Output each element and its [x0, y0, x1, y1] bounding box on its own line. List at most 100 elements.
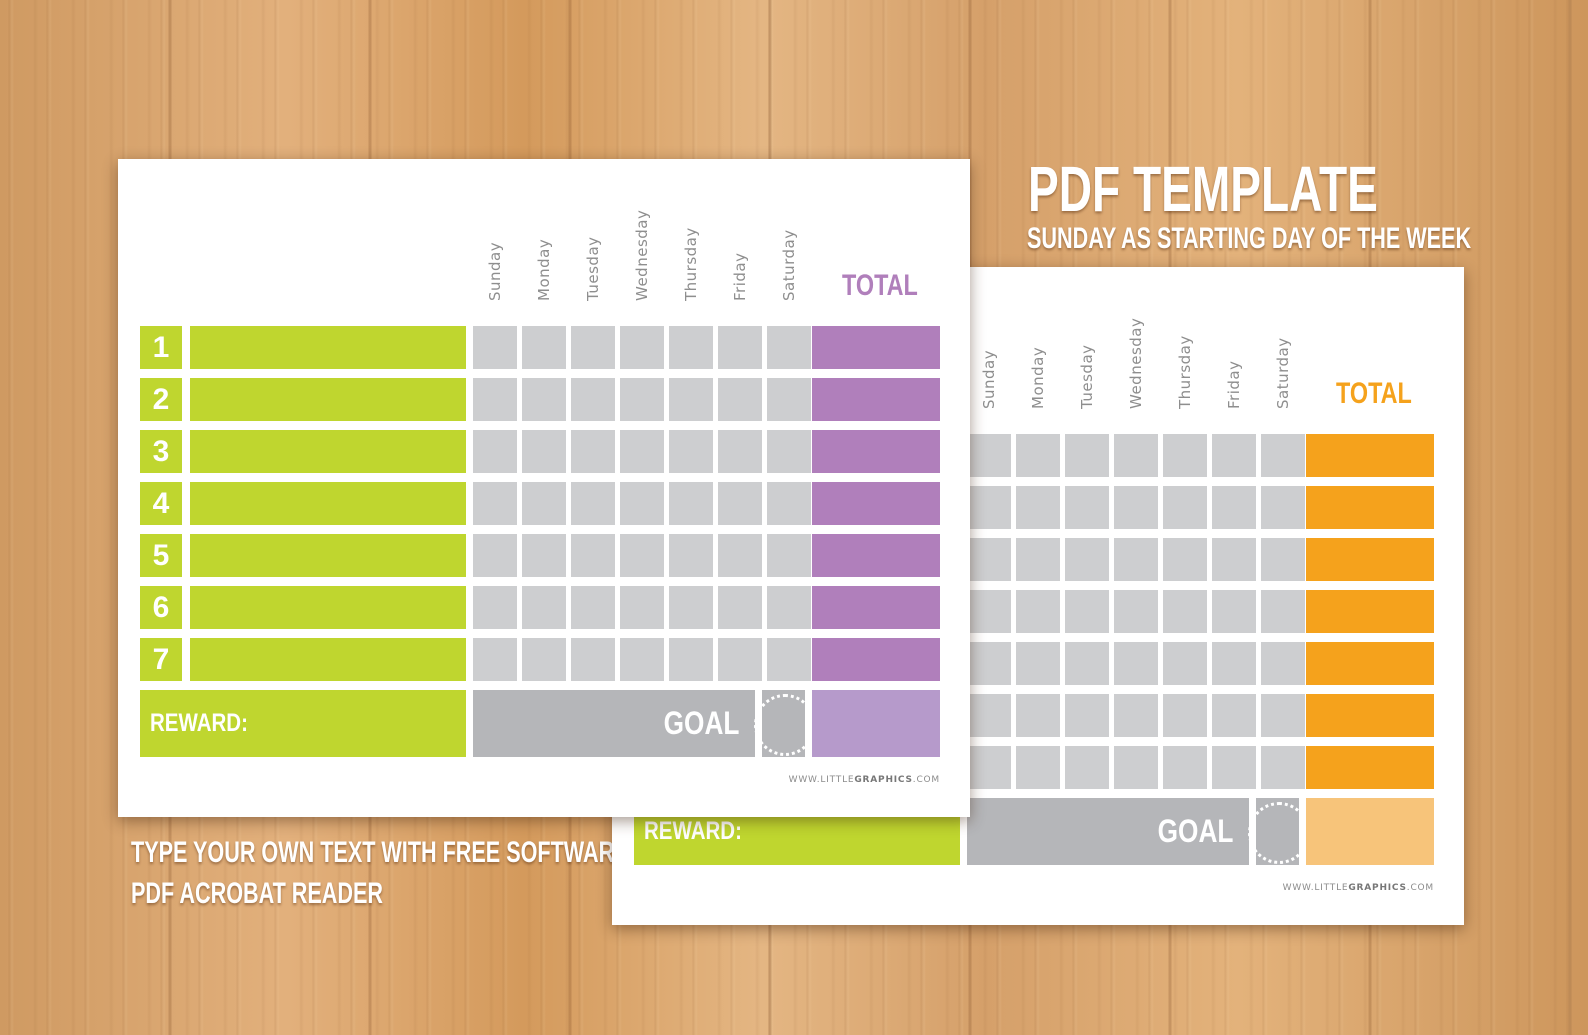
- day-cell-r4-sunday[interactable]: [473, 482, 517, 525]
- day-cell-r3-saturday[interactable]: [1261, 538, 1305, 581]
- day-cell-r3-thursday[interactable]: [669, 430, 713, 473]
- day-cell-r2-monday[interactable]: [1016, 486, 1060, 529]
- day-cell-r1-tuesday[interactable]: [1065, 434, 1109, 477]
- day-cell-r7-tuesday[interactable]: [1065, 746, 1109, 789]
- day-cell-r5-saturday[interactable]: [767, 534, 811, 577]
- day-cell-r3-sunday[interactable]: [473, 430, 517, 473]
- total-cell-3[interactable]: [1306, 538, 1434, 581]
- total-cell-2[interactable]: [1306, 486, 1434, 529]
- day-cell-r2-monday[interactable]: [522, 378, 566, 421]
- day-cell-r7-friday[interactable]: [718, 638, 762, 681]
- total-cell-2[interactable]: [812, 378, 940, 421]
- day-cell-r1-thursday[interactable]: [1163, 434, 1207, 477]
- day-cell-r4-tuesday[interactable]: [571, 482, 615, 525]
- day-cell-r1-monday[interactable]: [522, 326, 566, 369]
- day-cell-r2-saturday[interactable]: [1261, 486, 1305, 529]
- day-cell-r6-sunday[interactable]: [967, 694, 1011, 737]
- day-cell-r6-thursday[interactable]: [669, 586, 713, 629]
- day-cell-r6-saturday[interactable]: [767, 586, 811, 629]
- day-cell-r6-thursday[interactable]: [1163, 694, 1207, 737]
- day-cell-r3-tuesday[interactable]: [571, 430, 615, 473]
- day-cell-r7-wednesday[interactable]: [620, 638, 664, 681]
- day-cell-r4-tuesday[interactable]: [1065, 590, 1109, 633]
- day-cell-r1-sunday[interactable]: [473, 326, 517, 369]
- day-cell-r6-tuesday[interactable]: [571, 586, 615, 629]
- day-cell-r4-saturday[interactable]: [1261, 590, 1305, 633]
- day-cell-r7-wednesday[interactable]: [1114, 746, 1158, 789]
- task-field-5[interactable]: [190, 534, 466, 577]
- task-field-2[interactable]: [190, 378, 466, 421]
- day-cell-r7-tuesday[interactable]: [571, 638, 615, 681]
- day-cell-r6-tuesday[interactable]: [1065, 694, 1109, 737]
- total-cell-3[interactable]: [812, 430, 940, 473]
- total-cell-7[interactable]: [1306, 746, 1434, 789]
- day-cell-r3-friday[interactable]: [718, 430, 762, 473]
- day-cell-r1-friday[interactable]: [1212, 434, 1256, 477]
- day-cell-r2-wednesday[interactable]: [620, 378, 664, 421]
- day-cell-r1-tuesday[interactable]: [571, 326, 615, 369]
- day-cell-r3-friday[interactable]: [1212, 538, 1256, 581]
- day-cell-r3-monday[interactable]: [522, 430, 566, 473]
- total-cell-4[interactable]: [812, 482, 940, 525]
- reward-field[interactable]: REWARD:: [140, 690, 466, 757]
- day-cell-r7-thursday[interactable]: [1163, 746, 1207, 789]
- task-field-3[interactable]: [190, 430, 466, 473]
- day-cell-r4-saturday[interactable]: [767, 482, 811, 525]
- day-cell-r2-friday[interactable]: [1212, 486, 1256, 529]
- day-cell-r5-thursday[interactable]: [669, 534, 713, 577]
- day-cell-r4-sunday[interactable]: [967, 590, 1011, 633]
- day-cell-r7-sunday[interactable]: [473, 638, 517, 681]
- day-cell-r5-thursday[interactable]: [1163, 642, 1207, 685]
- day-cell-r2-thursday[interactable]: [1163, 486, 1207, 529]
- day-cell-r5-saturday[interactable]: [1261, 642, 1305, 685]
- total-cell-5[interactable]: [812, 534, 940, 577]
- day-cell-r3-thursday[interactable]: [1163, 538, 1207, 581]
- day-cell-r3-monday[interactable]: [1016, 538, 1060, 581]
- day-cell-r1-sunday[interactable]: [967, 434, 1011, 477]
- day-cell-r3-sunday[interactable]: [967, 538, 1011, 581]
- total-cell-5[interactable]: [1306, 642, 1434, 685]
- task-field-7[interactable]: [190, 638, 466, 681]
- total-cell-6[interactable]: [1306, 694, 1434, 737]
- day-cell-r1-friday[interactable]: [718, 326, 762, 369]
- day-cell-r1-monday[interactable]: [1016, 434, 1060, 477]
- day-cell-r4-thursday[interactable]: [669, 482, 713, 525]
- day-cell-r1-wednesday[interactable]: [620, 326, 664, 369]
- day-cell-r6-wednesday[interactable]: [1114, 694, 1158, 737]
- day-cell-r4-friday[interactable]: [718, 482, 762, 525]
- day-cell-r1-saturday[interactable]: [767, 326, 811, 369]
- day-cell-r4-monday[interactable]: [522, 482, 566, 525]
- task-field-1[interactable]: [190, 326, 466, 369]
- total-cell-7[interactable]: [812, 638, 940, 681]
- day-cell-r7-sunday[interactable]: [967, 746, 1011, 789]
- day-cell-r5-monday[interactable]: [1016, 642, 1060, 685]
- day-cell-r2-saturday[interactable]: [767, 378, 811, 421]
- day-cell-r5-friday[interactable]: [718, 534, 762, 577]
- day-cell-r4-thursday[interactable]: [1163, 590, 1207, 633]
- day-cell-r2-thursday[interactable]: [669, 378, 713, 421]
- day-cell-r2-friday[interactable]: [718, 378, 762, 421]
- total-cell-1[interactable]: [1306, 434, 1434, 477]
- day-cell-r7-saturday[interactable]: [767, 638, 811, 681]
- day-cell-r5-friday[interactable]: [1212, 642, 1256, 685]
- day-cell-r5-tuesday[interactable]: [1065, 642, 1109, 685]
- day-cell-r7-friday[interactable]: [1212, 746, 1256, 789]
- day-cell-r7-saturday[interactable]: [1261, 746, 1305, 789]
- goal-value-box[interactable]: [753, 690, 816, 757]
- day-cell-r2-wednesday[interactable]: [1114, 486, 1158, 529]
- day-cell-r3-wednesday[interactable]: [1114, 538, 1158, 581]
- day-cell-r1-thursday[interactable]: [669, 326, 713, 369]
- task-field-4[interactable]: [190, 482, 466, 525]
- day-cell-r1-wednesday[interactable]: [1114, 434, 1158, 477]
- day-cell-r6-wednesday[interactable]: [620, 586, 664, 629]
- day-cell-r6-monday[interactable]: [1016, 694, 1060, 737]
- task-field-6[interactable]: [190, 586, 466, 629]
- day-cell-r5-sunday[interactable]: [473, 534, 517, 577]
- day-cell-r7-monday[interactable]: [522, 638, 566, 681]
- goal-value-box[interactable]: [1247, 798, 1310, 865]
- day-cell-r2-sunday[interactable]: [473, 378, 517, 421]
- day-cell-r5-wednesday[interactable]: [1114, 642, 1158, 685]
- day-cell-r4-wednesday[interactable]: [1114, 590, 1158, 633]
- day-cell-r6-sunday[interactable]: [473, 586, 517, 629]
- day-cell-r5-tuesday[interactable]: [571, 534, 615, 577]
